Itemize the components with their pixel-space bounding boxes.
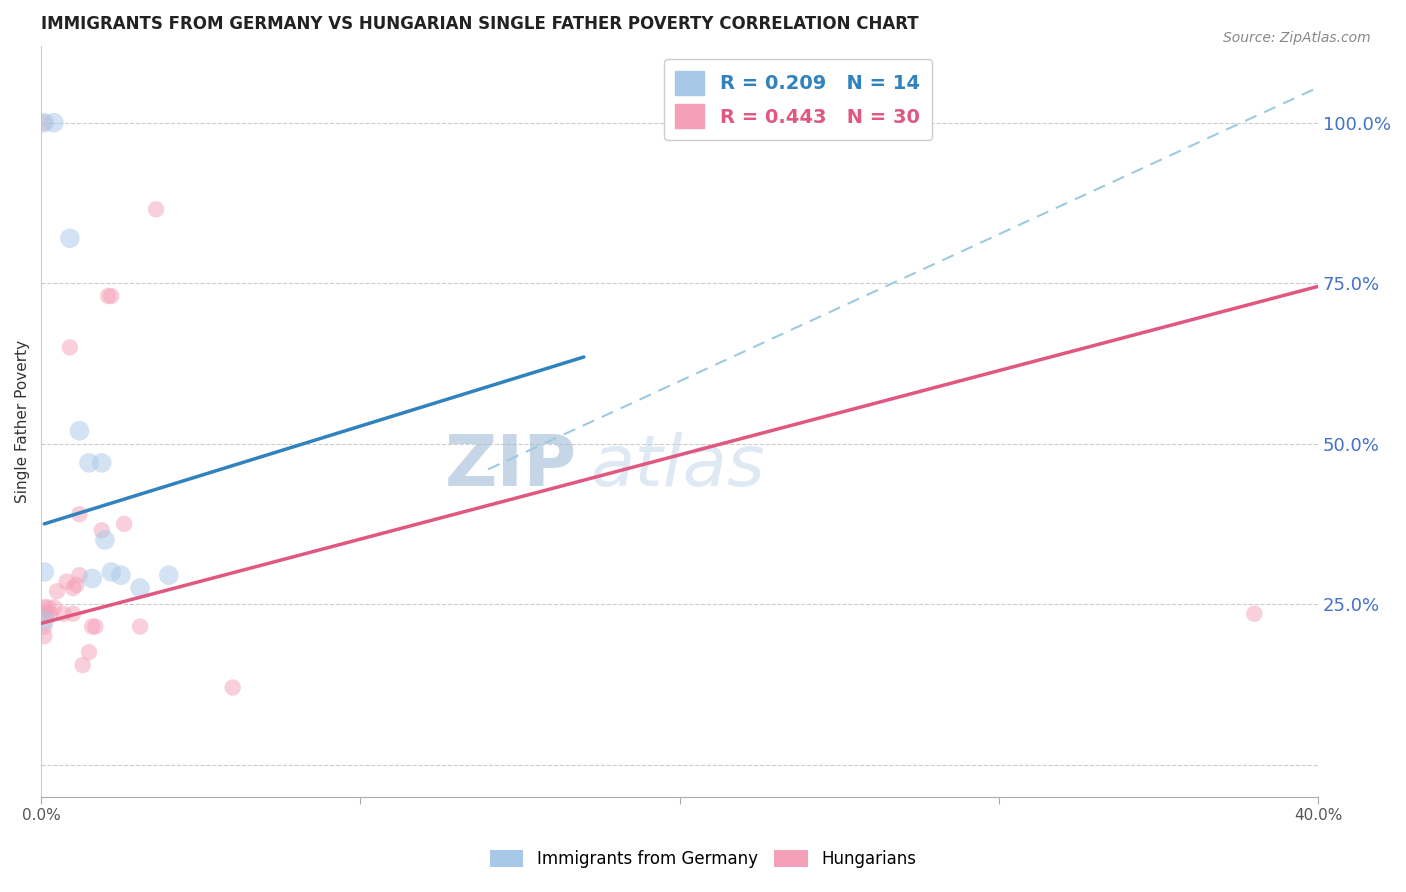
- Point: [65, 578, 87, 592]
- Point: [34, 613, 56, 627]
- Text: ZIP: ZIP: [446, 432, 578, 500]
- Point: [94, 533, 117, 547]
- Point: [129, 581, 152, 595]
- Point: [34, 116, 56, 130]
- Point: [62, 581, 84, 595]
- Point: [59, 340, 82, 354]
- Y-axis label: Single Father Poverty: Single Father Poverty: [15, 340, 30, 503]
- Point: [1243, 607, 1265, 621]
- Point: [90, 456, 112, 470]
- Point: [129, 619, 152, 633]
- Point: [62, 607, 84, 621]
- Point: [39, 607, 62, 621]
- Point: [59, 231, 82, 245]
- Text: IMMIGRANTS FROM GERMANY VS HUNGARIAN SINGLE FATHER POVERTY CORRELATION CHART: IMMIGRANTS FROM GERMANY VS HUNGARIAN SIN…: [41, 15, 918, 33]
- Point: [46, 584, 69, 599]
- Point: [55, 574, 77, 589]
- Point: [84, 619, 107, 633]
- Point: [112, 516, 135, 531]
- Point: [34, 600, 56, 615]
- Point: [67, 568, 90, 582]
- Point: [34, 565, 56, 579]
- Point: [34, 607, 56, 621]
- Point: [37, 607, 59, 621]
- Point: [110, 568, 132, 582]
- Point: [82, 571, 104, 585]
- Point: [77, 645, 100, 659]
- Legend: R = 0.209   N = 14, R = 0.443   N = 30: R = 0.209 N = 14, R = 0.443 N = 30: [664, 59, 932, 140]
- Point: [72, 658, 94, 673]
- Point: [90, 523, 112, 537]
- Point: [82, 619, 104, 633]
- Text: atlas: atlas: [591, 432, 765, 500]
- Point: [100, 565, 122, 579]
- Point: [42, 600, 65, 615]
- Text: Source: ZipAtlas.com: Source: ZipAtlas.com: [1223, 31, 1371, 45]
- Point: [100, 289, 122, 303]
- Point: [67, 424, 90, 438]
- Point: [34, 619, 56, 633]
- Point: [145, 202, 167, 217]
- Point: [34, 116, 56, 130]
- Point: [77, 456, 100, 470]
- Legend: Immigrants from Germany, Hungarians: Immigrants from Germany, Hungarians: [484, 843, 922, 875]
- Point: [34, 629, 56, 643]
- Point: [221, 681, 243, 695]
- Point: [52, 607, 75, 621]
- Point: [97, 289, 120, 303]
- Point: [37, 600, 59, 615]
- Point: [157, 568, 180, 582]
- Point: [67, 508, 90, 522]
- Point: [42, 116, 65, 130]
